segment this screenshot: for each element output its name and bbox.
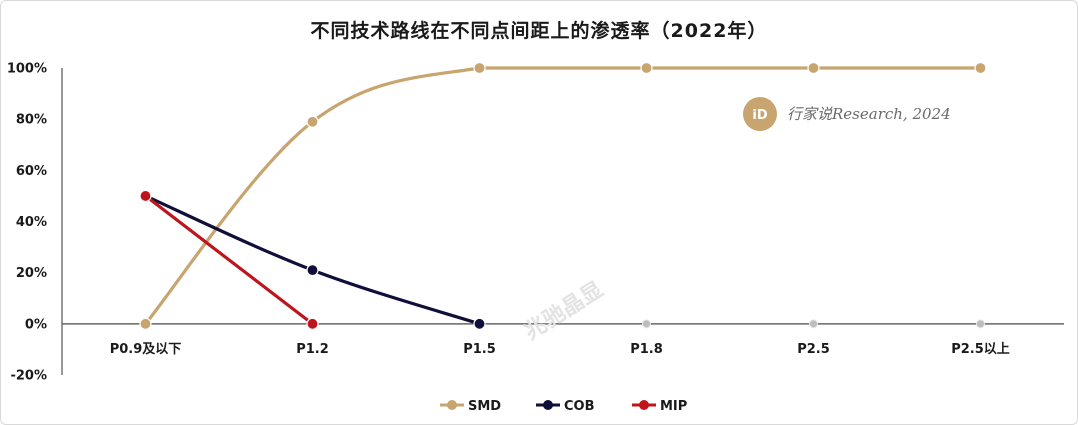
y-tick-label: -20% — [10, 369, 47, 384]
watermark-diagonal: 兆驰晶显 — [520, 277, 608, 345]
empty-point-marker — [642, 319, 651, 329]
data-point-smd — [640, 61, 653, 75]
y-tick-label: 100% — [7, 62, 47, 77]
legend-marker-mip — [639, 400, 649, 410]
series-line-mip — [143, 194, 315, 326]
data-point-cob — [473, 317, 486, 330]
data-point-cob — [306, 264, 319, 277]
empty-point-marker — [809, 319, 818, 329]
legend-marker-smd — [447, 400, 457, 410]
legend-label-cob: COB — [564, 399, 595, 414]
chart-title: 不同技术路线在不同点间距上的渗透率（2022年） — [310, 20, 768, 42]
y-tick-label: 20% — [16, 266, 47, 281]
watermark-logo — [743, 97, 777, 131]
x-tick-label: P1.5 — [463, 342, 496, 357]
watermark-text: 行家说Research, 2024 — [787, 105, 951, 123]
x-tick-label: P0.9及以下 — [110, 342, 182, 357]
empty-point-marker — [976, 319, 985, 329]
data-point-smd — [974, 61, 987, 75]
x-tick-label: P1.2 — [296, 342, 329, 357]
data-point-mip — [306, 317, 319, 330]
series-line-smd — [143, 66, 983, 326]
x-tick-label: P2.5 — [797, 342, 830, 357]
y-tick-label: 40% — [16, 215, 47, 230]
data-point-smd — [473, 61, 486, 75]
series-line-cob — [143, 194, 482, 326]
data-point-smd — [306, 115, 319, 128]
x-tick-label: P1.8 — [630, 342, 663, 357]
x-tick-label: P2.5以上 — [951, 342, 1010, 357]
data-point-smd — [139, 317, 152, 330]
data-point-smd — [807, 61, 820, 75]
legend-label-mip: MIP — [660, 399, 687, 414]
y-tick-label: 0% — [25, 317, 47, 332]
data-point-mip — [139, 189, 152, 203]
legend-marker-cob — [543, 400, 553, 410]
y-tick-label: 80% — [16, 113, 47, 128]
watermark-logo-text: iD — [752, 108, 767, 123]
legend-label-smd: SMD — [468, 399, 501, 414]
y-tick-label: 60% — [16, 164, 47, 179]
